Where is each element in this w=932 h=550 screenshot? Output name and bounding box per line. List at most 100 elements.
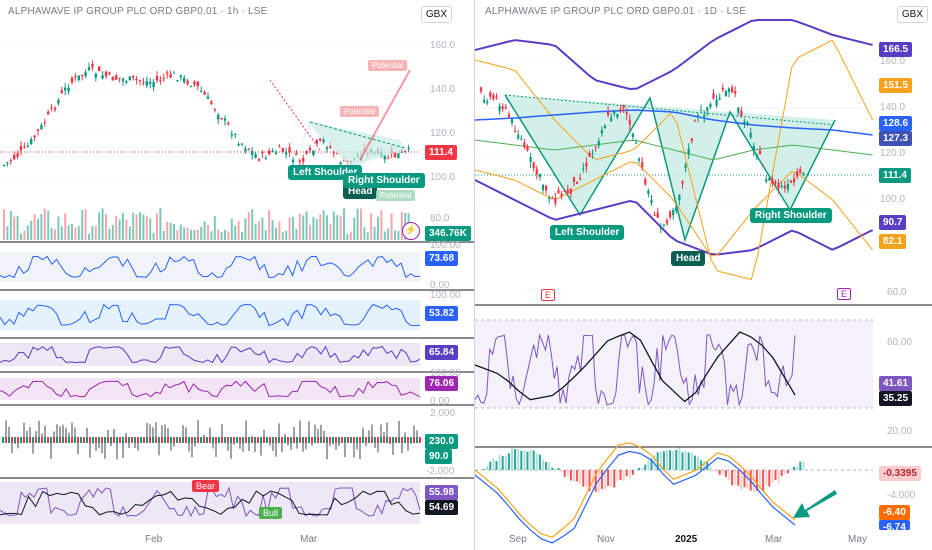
candle-body <box>268 150 271 155</box>
macd-histogram-bar <box>697 456 699 470</box>
price-axis-label: 120.0 <box>880 148 906 159</box>
macd-histogram-bar <box>715 470 718 473</box>
volume-bar <box>285 230 288 240</box>
candle-body <box>121 78 125 82</box>
volume-bar <box>81 210 84 240</box>
annotation-arrow <box>793 490 837 518</box>
daily-chart-canvas[interactable] <box>475 0 932 550</box>
candle-body <box>50 107 53 109</box>
candle-body <box>288 147 291 153</box>
macd-histogram-bar <box>734 470 737 486</box>
candle-body <box>200 91 203 93</box>
volume-bar <box>220 232 223 240</box>
candle-body <box>244 148 247 152</box>
macd-histogram-bar <box>483 469 486 470</box>
volume-bar <box>339 215 342 240</box>
potential-target-label: Potential <box>368 60 408 71</box>
macd-histogram-bar <box>771 470 774 483</box>
earnings-marker[interactable]: E <box>837 288 852 300</box>
currency-button[interactable]: GBX <box>420 6 452 23</box>
candle-body <box>749 132 752 138</box>
chart-title: ALPHAWAVE IP GROUP PLC ORD GBP0.01 · 1D … <box>485 6 747 17</box>
candle-body <box>483 99 486 103</box>
macd-histogram-bar <box>523 450 526 470</box>
price-axis-label: 160.0 <box>880 56 906 67</box>
volume-bar <box>210 231 213 240</box>
candle-body <box>743 121 746 124</box>
volume-bar <box>40 213 43 240</box>
macd-histogram-bar <box>597 470 600 493</box>
candle-body <box>777 182 780 188</box>
rsi-axis-label: 60.00 <box>887 337 913 348</box>
candle-body <box>659 227 662 229</box>
macd-histogram-bar <box>538 454 541 470</box>
neckline <box>309 121 406 149</box>
currency-button[interactable]: GBX <box>896 6 928 23</box>
candle-body <box>217 114 220 120</box>
candle-body <box>535 168 538 175</box>
candle-body <box>305 150 308 154</box>
volume-bar <box>329 223 332 240</box>
candle-body <box>585 162 588 167</box>
macd-histogram-bar <box>790 469 792 470</box>
ind4-axis-label: 0.00 <box>430 396 450 407</box>
hourly-chart-canvas[interactable] <box>0 0 474 550</box>
candle-body <box>731 87 734 93</box>
macd-histogram-bar <box>511 448 513 470</box>
candle-body <box>234 133 237 135</box>
volume-bar <box>186 227 189 240</box>
candle-body <box>690 138 693 142</box>
candle-body <box>271 151 274 153</box>
macd-histogram-bar <box>569 470 572 481</box>
volume-bar <box>278 221 281 240</box>
macd-histogram-bar <box>675 449 678 470</box>
volume-bar <box>346 233 349 240</box>
osc-axis-label: -2,000 <box>426 466 455 477</box>
volume-bar <box>33 214 36 240</box>
candle-body <box>393 152 397 158</box>
candle-body <box>712 93 715 99</box>
pattern-zone <box>505 95 835 240</box>
candle-body <box>582 168 585 170</box>
candle-body <box>557 189 560 194</box>
candle-body <box>220 118 223 120</box>
rsi-axis-label: 60.0 <box>887 287 907 298</box>
candle-body <box>203 91 206 95</box>
lightning-icon[interactable]: ⚡ <box>402 222 420 240</box>
chart-panel-hourly[interactable]: ALPHAWAVE IP GROUP PLC ORD GBP0.01 · 1h … <box>0 0 475 550</box>
volume-bar <box>20 233 22 240</box>
macd-histogram-bar <box>656 452 659 470</box>
candle-body <box>115 75 118 80</box>
volume-bar <box>200 226 203 240</box>
macd-histogram-bar <box>721 470 724 474</box>
macd-histogram-bar <box>653 455 656 470</box>
volume-bar <box>125 219 128 240</box>
macd-histogram-bar <box>712 470 715 471</box>
volume-bar <box>43 208 46 240</box>
earnings-marker[interactable]: E <box>541 289 556 301</box>
candle-body <box>560 193 563 197</box>
candle-body <box>274 152 278 155</box>
macd-histogram-bar <box>681 452 684 470</box>
rsi-axis-label: 0.00 <box>430 280 450 291</box>
macd-signal-line <box>475 450 796 544</box>
volume-bar <box>176 230 179 240</box>
volume-bar <box>251 209 254 240</box>
upper-band-tag: 166.5 <box>879 42 913 57</box>
volume-bar <box>159 208 162 240</box>
chart-panel-daily[interactable]: ALPHAWAVE IP GROUP PLC ORD GBP0.01 · 1D … <box>475 0 932 550</box>
candle-body <box>514 131 517 133</box>
macd-histogram-bar <box>573 470 575 482</box>
candle-body <box>16 153 19 157</box>
macd-histogram-bar <box>759 470 761 491</box>
macd-histogram-bar <box>774 470 777 480</box>
macd-histogram-bar <box>799 461 802 470</box>
volume-bar <box>118 219 121 240</box>
volume-bar <box>26 225 29 240</box>
macd-histogram-bar <box>489 461 492 470</box>
candle-body <box>693 120 696 122</box>
price-axis-label: 140.0 <box>880 102 906 113</box>
potential-target-label: Potential <box>340 106 380 117</box>
candle-body <box>23 147 26 149</box>
candle-body <box>529 157 532 163</box>
